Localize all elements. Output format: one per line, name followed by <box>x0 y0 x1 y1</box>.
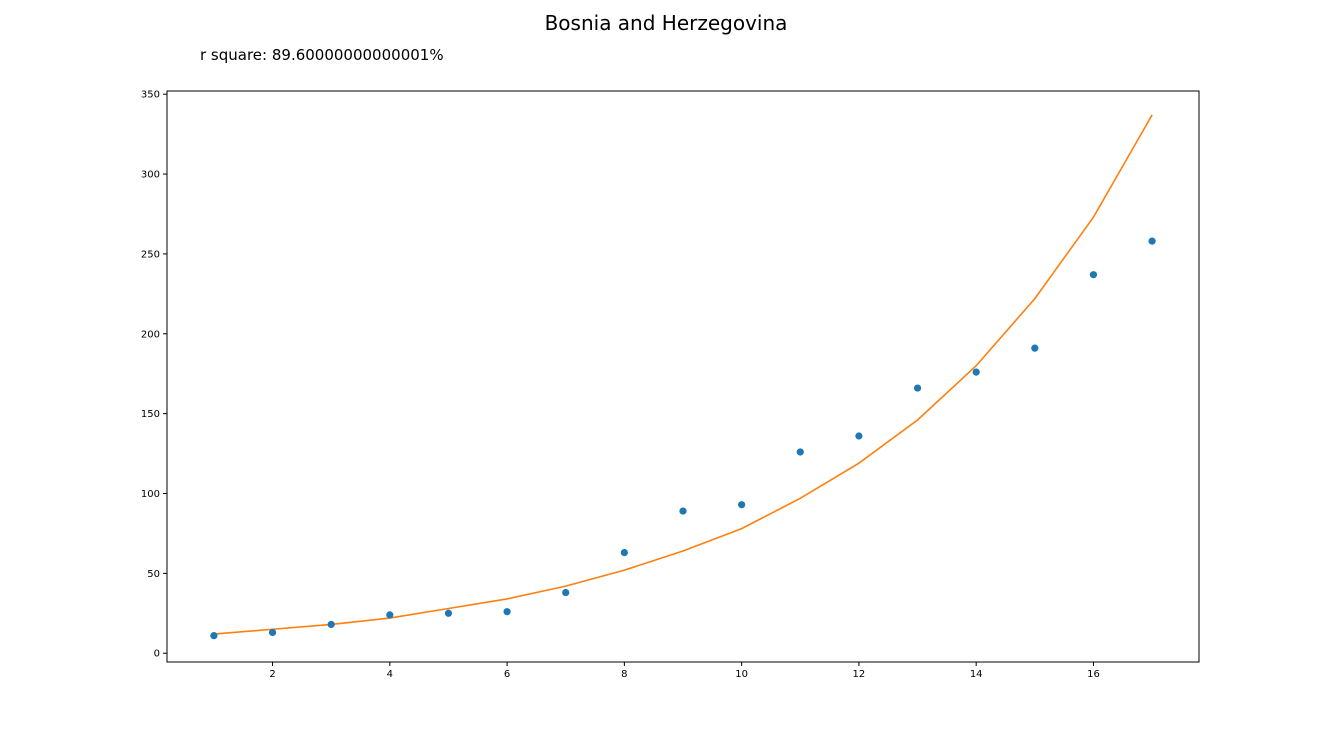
x-tick-label: 4 <box>387 669 393 680</box>
plot-area: 2 4 6 8 10 12 14 16 0 50 100 150 200 250 300 350 <box>141 90 1156 680</box>
y-tick-label: 0 <box>154 649 160 660</box>
chart-title: Bosnia and Herzegovina <box>545 11 788 35</box>
data-point <box>444 609 453 617</box>
y-tick-label: 350 <box>141 90 160 101</box>
fit-line <box>213 114 1153 635</box>
y-tick-label: 100 <box>141 489 160 500</box>
data-point <box>562 588 570 597</box>
y-tick-label: 250 <box>141 249 160 260</box>
y-tick-label: 200 <box>141 329 160 340</box>
data-point <box>620 548 628 557</box>
axes-frame <box>166 90 1200 663</box>
data-point <box>210 632 218 640</box>
y-tick-label: 50 <box>147 569 160 580</box>
x-tick-label: 2 <box>269 669 275 680</box>
data-point <box>855 432 863 440</box>
data-point <box>679 507 687 515</box>
r-square-annotation: r square: 89.60000000000001% <box>200 46 444 64</box>
data-point <box>972 368 980 376</box>
data-point <box>268 628 277 637</box>
data-point <box>386 611 394 619</box>
x-tick-label: 6 <box>504 669 510 680</box>
y-tick-label: 150 <box>141 409 160 420</box>
data-point <box>503 608 511 616</box>
x-tick-label: 10 <box>735 669 748 680</box>
x-tick-label: 12 <box>853 669 866 680</box>
data-point <box>796 448 804 456</box>
x-tick-label: 8 <box>621 669 627 680</box>
x-tick-label: 16 <box>1087 669 1100 680</box>
data-point <box>1148 237 1156 245</box>
data-point <box>913 384 922 392</box>
y-tick-label: 300 <box>141 170 160 181</box>
data-point <box>738 501 746 509</box>
data-point <box>1089 271 1098 279</box>
data-point <box>327 620 335 629</box>
data-point <box>1031 344 1039 352</box>
x-tick-label: 14 <box>970 669 983 680</box>
